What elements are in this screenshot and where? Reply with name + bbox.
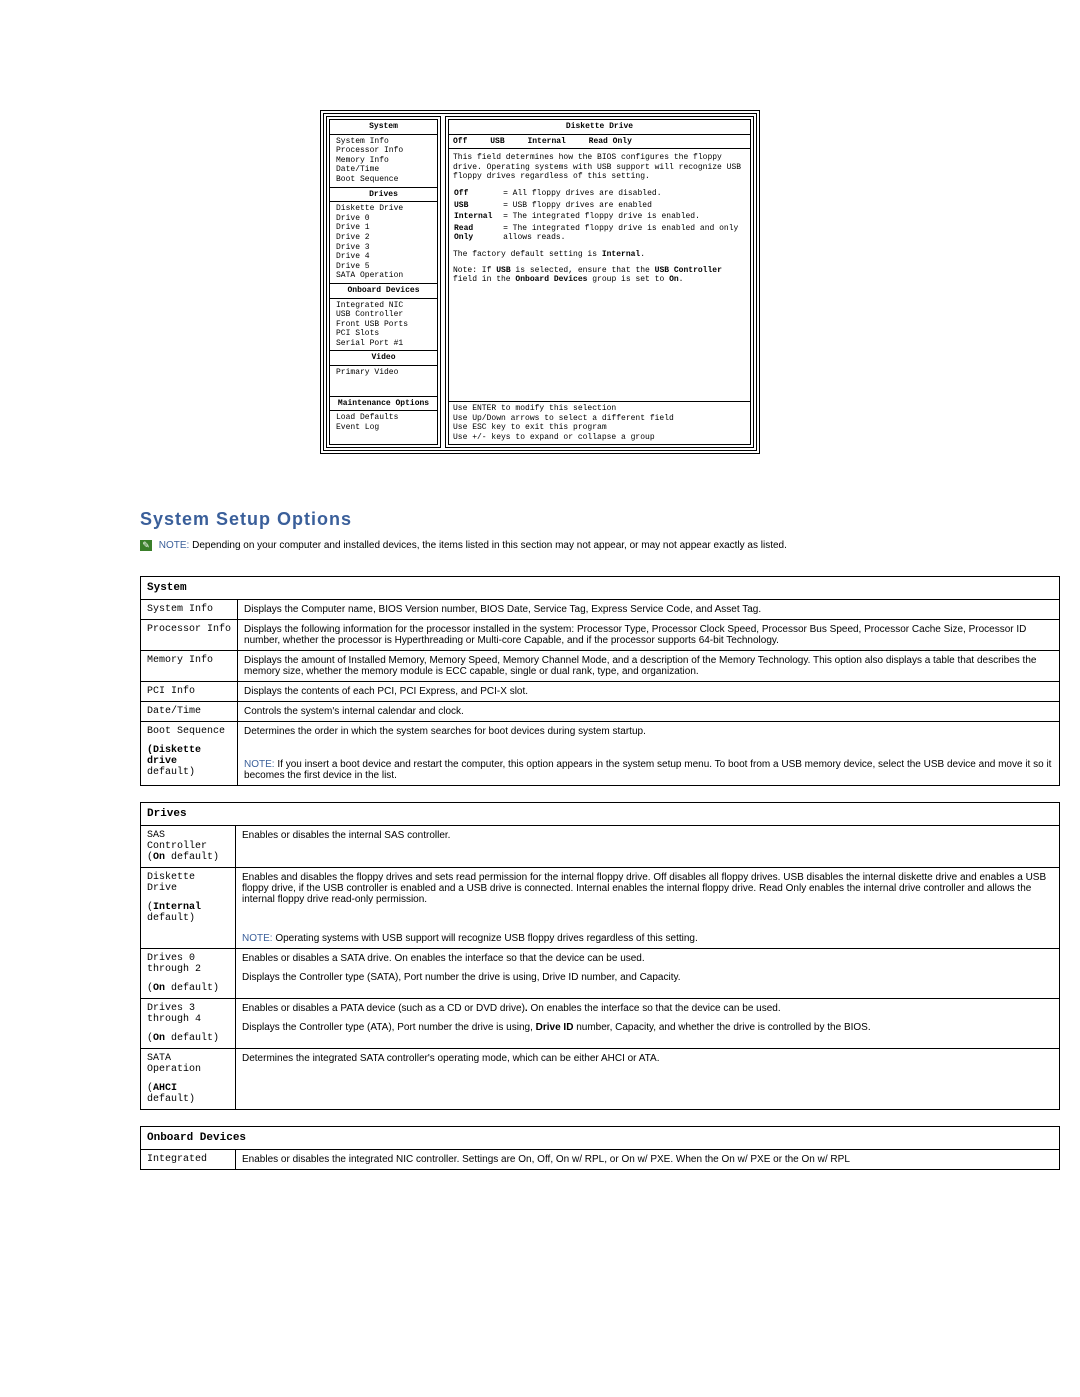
row-label: PCI Info bbox=[141, 681, 238, 701]
bios-opt-readonly[interactable]: Read Only bbox=[589, 137, 632, 146]
bios-screenshot: System System Info Processor Info Memory… bbox=[320, 110, 760, 454]
row-desc: Displays the Computer name, BIOS Version… bbox=[238, 599, 1060, 619]
bios-def-text: = The integrated floppy drive is enabled… bbox=[502, 223, 746, 244]
bios-factory-default: The factory default setting is Internal. bbox=[453, 250, 746, 260]
inline-note-label: NOTE: bbox=[242, 933, 273, 944]
bios-left-panel: System System Info Processor Info Memory… bbox=[326, 116, 441, 448]
bios-def-label: Off bbox=[453, 188, 502, 200]
bios-menu-item[interactable]: Processor Info bbox=[334, 146, 433, 156]
note-icon: ✎ bbox=[140, 540, 152, 551]
note-label: NOTE: bbox=[159, 541, 190, 552]
row-label: Integrated bbox=[141, 1149, 236, 1169]
row-label: Memory Info bbox=[141, 650, 238, 681]
section-title: System Setup Options bbox=[140, 509, 1060, 530]
bios-maint-header: Maintenance Options bbox=[330, 396, 437, 412]
row-desc: Displays the contents of each PCI, PCI E… bbox=[238, 681, 1060, 701]
bios-onboard-header: Onboard Devices bbox=[330, 283, 437, 299]
row-desc: Determines the integrated SATA controlle… bbox=[236, 1048, 1060, 1109]
row-label: Processor Info bbox=[141, 619, 238, 650]
row-desc: Displays the amount of Installed Memory,… bbox=[238, 650, 1060, 681]
row-label: SATA Operation (AHCI default) bbox=[141, 1048, 236, 1109]
row-label: System Info bbox=[141, 599, 238, 619]
bios-menu-item[interactable]: Date/Time bbox=[334, 165, 433, 175]
row-desc: Displays the following information for t… bbox=[238, 619, 1060, 650]
bios-def-text: = The integrated floppy drive is enabled… bbox=[502, 211, 746, 223]
bios-opt-off[interactable]: Off bbox=[453, 137, 467, 146]
bios-menu-item[interactable]: Event Log bbox=[334, 423, 433, 433]
bios-video-header: Video bbox=[330, 350, 437, 366]
bios-menu-item[interactable]: Drive 3 bbox=[334, 243, 433, 253]
bios-menu-item[interactable]: Primary Video bbox=[334, 368, 433, 378]
bios-drives-header: Drives bbox=[330, 187, 437, 203]
note-text: Depending on your computer and installed… bbox=[192, 541, 787, 552]
bios-menu-item[interactable]: Drive 5 bbox=[334, 262, 433, 272]
bios-description: This field determines how the BIOS confi… bbox=[449, 149, 750, 401]
row-desc: Enables or disables the internal SAS con… bbox=[236, 825, 1060, 867]
bios-note: Note: If USB is selected, ensure that th… bbox=[453, 266, 746, 285]
bios-menu-item[interactable]: Drive 0 bbox=[334, 214, 433, 224]
row-desc: Controls the system's internal calendar … bbox=[238, 701, 1060, 721]
row-label: Diskette Drive (Internal default) bbox=[141, 867, 236, 948]
bios-def-label: USB bbox=[453, 200, 502, 212]
row-label: Drives 0 through 2 (On default) bbox=[141, 948, 236, 998]
bios-menu-item[interactable]: Diskette Drive bbox=[334, 204, 433, 214]
bios-menu-item[interactable]: Boot Sequence bbox=[334, 175, 433, 185]
onboard-table: Onboard Devices Integrated Enables or di… bbox=[140, 1126, 1060, 1170]
bios-menu-item[interactable]: Memory Info bbox=[334, 156, 433, 166]
bios-system-header: System bbox=[330, 120, 437, 135]
row-desc: Enables or disables a PATA device (such … bbox=[236, 998, 1060, 1048]
bios-right-title: Diskette Drive bbox=[449, 120, 750, 135]
bios-menu-item[interactable]: Serial Port #1 bbox=[334, 339, 433, 349]
table-heading: Onboard Devices bbox=[141, 1126, 1060, 1149]
bios-option-row: Off USB Internal Read Only bbox=[449, 135, 750, 150]
bios-menu-item[interactable]: SATA Operation bbox=[334, 271, 433, 281]
bios-desc-text: This field determines how the BIOS confi… bbox=[453, 153, 746, 182]
bios-def-text: = USB floppy drives are enabled bbox=[502, 200, 746, 212]
row-label: Date/Time bbox=[141, 701, 238, 721]
table-heading: System bbox=[141, 576, 1060, 599]
system-table: System System Info Displays the Computer… bbox=[140, 576, 1060, 786]
table-heading: Drives bbox=[141, 802, 1060, 825]
row-label: Drives 3 through 4 (On default) bbox=[141, 998, 236, 1048]
bios-menu-item[interactable]: Drive 4 bbox=[334, 252, 433, 262]
bios-menu-item[interactable]: Integrated NIC bbox=[334, 301, 433, 311]
main-note: ✎ NOTE: Depending on your computer and i… bbox=[140, 540, 1060, 551]
bios-opt-internal[interactable]: Internal bbox=[527, 137, 565, 146]
bios-menu-item[interactable]: Load Defaults bbox=[334, 413, 433, 423]
bios-menu-item[interactable]: Front USB Ports bbox=[334, 320, 433, 330]
bios-right-panel: Diskette Drive Off USB Internal Read Onl… bbox=[445, 116, 754, 448]
bios-def-label: Read Only bbox=[453, 223, 502, 244]
row-desc: Determines the order in which the system… bbox=[238, 721, 1060, 785]
row-desc: Enables or disables the integrated NIC c… bbox=[236, 1149, 1060, 1169]
row-desc: Enables or disables a SATA drive. On ena… bbox=[236, 948, 1060, 998]
bios-def-label: Internal bbox=[453, 211, 502, 223]
bios-opt-usb[interactable]: USB bbox=[490, 137, 504, 146]
bios-menu-item[interactable]: USB Controller bbox=[334, 310, 433, 320]
row-desc: Enables and disables the floppy drives a… bbox=[236, 867, 1060, 948]
drives-table: Drives SAS Controller (On default) Enabl… bbox=[140, 802, 1060, 1110]
bios-menu-item[interactable]: System Info bbox=[334, 137, 433, 147]
bios-def-text: = All floppy drives are disabled. bbox=[502, 188, 746, 200]
bios-footer-help: Use ENTER to modify this selection Use U… bbox=[449, 401, 750, 444]
inline-note-label: NOTE: bbox=[244, 759, 275, 770]
bios-menu-item[interactable]: Drive 2 bbox=[334, 233, 433, 243]
bios-menu-item[interactable]: PCI Slots bbox=[334, 329, 433, 339]
bios-menu-item[interactable]: Drive 1 bbox=[334, 223, 433, 233]
row-label: Boot Sequence (Diskette drive default) bbox=[141, 721, 238, 785]
row-label: SAS Controller (On default) bbox=[141, 825, 236, 867]
